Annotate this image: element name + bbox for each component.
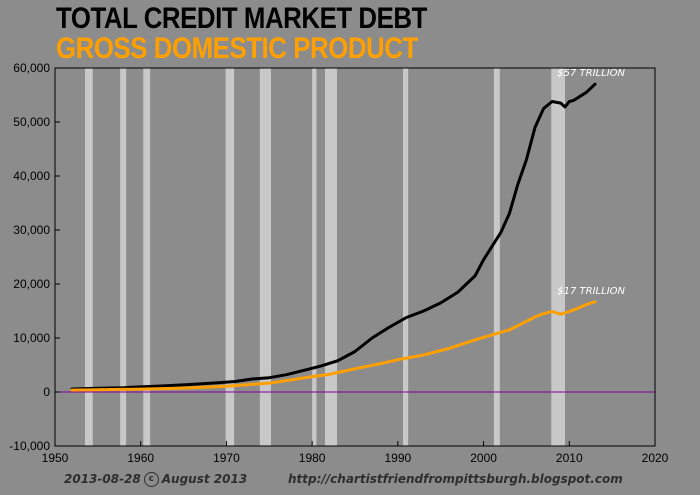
recession-band-1 bbox=[120, 68, 127, 446]
recession-band-9 bbox=[551, 68, 565, 446]
recession-band-6 bbox=[325, 68, 337, 446]
recession-band-3 bbox=[225, 68, 235, 446]
chart-title-gdp: GROSS DOMESTIC PRODUCT bbox=[56, 32, 418, 65]
recession-band-4 bbox=[259, 68, 271, 446]
recession-bands bbox=[85, 68, 565, 446]
recession-band-2 bbox=[143, 68, 151, 446]
y-tick-label-1: 0 bbox=[43, 385, 50, 399]
x-tick-label-1980: 1980 bbox=[299, 451, 326, 465]
recession-band-8 bbox=[493, 68, 500, 446]
chart-title-debt: TOTAL CREDIT MARKET DEBT bbox=[56, 2, 427, 35]
y-tick-label-2: 10,000 bbox=[13, 331, 50, 345]
y-tick-label-3: 20,000 bbox=[13, 277, 50, 291]
series-lines bbox=[70, 82, 597, 392]
plot-frame bbox=[54, 67, 656, 447]
footer-date: 2013-08-28 c August 2013 bbox=[64, 472, 247, 487]
series-line-debt bbox=[70, 82, 597, 391]
x-tick-label-2020: 2020 bbox=[642, 451, 669, 465]
axis-ticks: 1950 1960 1970 1980 1990 2000 2010 2020 -10,000 0… bbox=[9, 61, 668, 465]
recession-band-0 bbox=[85, 68, 93, 446]
x-tick-label-1990: 1990 bbox=[385, 451, 412, 465]
x-tick-label-1970: 1970 bbox=[213, 451, 240, 465]
series-line-gdp bbox=[70, 300, 597, 392]
copyright-icon: c bbox=[143, 472, 159, 487]
x-tick-label-2000: 2000 bbox=[470, 451, 497, 465]
footer-date-text: 2013-08-28 bbox=[64, 472, 141, 486]
footer-month: August 2013 bbox=[161, 472, 248, 486]
annotation-gdp: $17 TRILLION bbox=[557, 286, 625, 297]
x-tick-label-1950: 1950 bbox=[42, 451, 69, 465]
recession-band-7 bbox=[403, 68, 409, 446]
y-tick-label-6: 50,000 bbox=[13, 115, 50, 129]
annotation-debt: $57 TRILLION bbox=[557, 68, 625, 79]
series-annotations: $57 TRILLION $17 TRILLION bbox=[557, 68, 625, 297]
y-tick-label-0: -10,000 bbox=[9, 439, 50, 453]
y-tick-label-4: 30,000 bbox=[13, 223, 50, 237]
footer-url[interactable]: http://chartistfriendfrompittsburgh.blog… bbox=[288, 472, 623, 486]
y-tick-label-7: 60,000 bbox=[13, 61, 50, 75]
recession-band-5 bbox=[312, 68, 317, 446]
y-tick-label-5: 40,000 bbox=[13, 169, 50, 183]
x-tick-label-1960: 1960 bbox=[127, 451, 154, 465]
x-tick-label-2010: 2010 bbox=[556, 451, 583, 465]
